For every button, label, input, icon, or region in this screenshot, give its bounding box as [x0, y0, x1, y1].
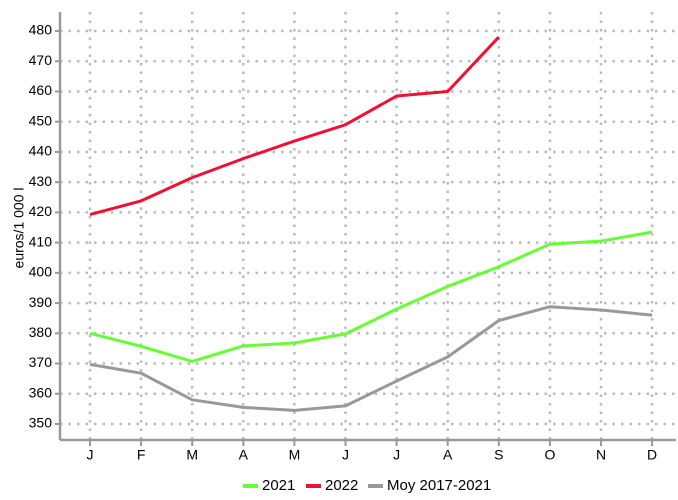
- x-tick-label: J: [342, 447, 349, 463]
- y-tick-label: 450: [29, 112, 53, 128]
- y-tick-label: 460: [29, 82, 53, 98]
- x-tick-label: J: [87, 447, 94, 463]
- legend-label: 2022: [325, 477, 358, 494]
- y-tick-label: 480: [29, 22, 53, 38]
- x-tick-label: M: [186, 447, 198, 463]
- x-tick-label: M: [289, 447, 301, 463]
- y-axis-label: euros/1 000 l: [11, 188, 27, 269]
- y-tick-label: 350: [29, 415, 53, 431]
- y-tick-label: 380: [29, 324, 53, 340]
- y-tick-label: 420: [29, 203, 53, 219]
- x-tick-label: A: [443, 447, 453, 463]
- y-tick-label: 440: [29, 143, 53, 159]
- x-tick-label: F: [137, 447, 146, 463]
- y-tick-label: 410: [29, 233, 53, 249]
- x-tick-label: A: [239, 447, 249, 463]
- series-line: [89, 36, 500, 216]
- y-tick-label: 360: [29, 384, 53, 400]
- x-tick-label: J: [393, 447, 400, 463]
- y-tick-label: 390: [29, 294, 53, 310]
- legend-label: Moy 2017-2021: [387, 477, 491, 494]
- y-tick-label: 430: [29, 173, 53, 189]
- series-line: [89, 230, 653, 363]
- y-tick-label: 470: [29, 52, 53, 68]
- x-tick-label: O: [544, 447, 555, 463]
- y-tick-label: 400: [29, 264, 53, 280]
- y-tick-label: 370: [29, 354, 53, 370]
- series-line: [89, 305, 653, 412]
- legend-label: 2021: [262, 477, 295, 494]
- x-tick-label: S: [494, 447, 503, 463]
- x-tick-label: D: [647, 447, 657, 463]
- x-tick-label: N: [596, 447, 606, 463]
